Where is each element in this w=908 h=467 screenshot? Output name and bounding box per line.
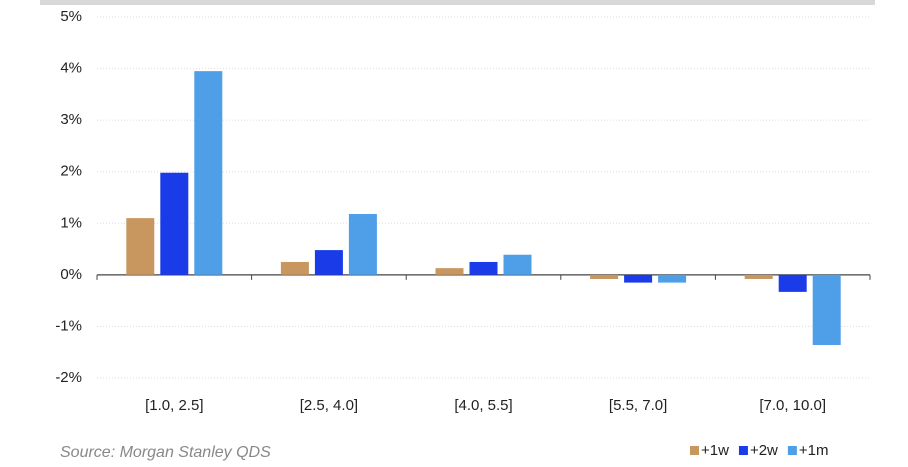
- x-tick-label: [1.0, 2.5]: [145, 397, 203, 414]
- y-tick-label: -2%: [55, 369, 82, 386]
- legend-swatch: [738, 446, 748, 455]
- bar: [590, 274, 619, 279]
- bar: [744, 274, 773, 279]
- bar: [160, 172, 189, 275]
- y-tick-label: 0%: [60, 266, 82, 283]
- y-tick-label: -1%: [55, 317, 82, 334]
- bar: [658, 274, 687, 283]
- bar: [194, 71, 223, 275]
- x-tick-label: [5.5, 7.0]: [609, 397, 667, 414]
- legend-label: +1w: [701, 442, 729, 459]
- legend-label: +1m: [799, 442, 829, 459]
- bar: [126, 218, 155, 275]
- y-tick-label: 2%: [60, 163, 82, 180]
- top-strip: [40, 0, 875, 5]
- source-note: Source: Morgan Stanley QDS: [60, 444, 271, 461]
- bar: [280, 261, 309, 275]
- legend-label: +2w: [750, 442, 778, 459]
- y-tick-label: 3%: [60, 111, 82, 128]
- bar: [435, 268, 464, 275]
- bar: [314, 250, 343, 275]
- legend-swatch: [690, 446, 699, 455]
- x-tick-label: [2.5, 4.0]: [300, 397, 358, 414]
- x-tick-label: [4.0, 5.5]: [454, 397, 512, 414]
- bar: [503, 254, 532, 275]
- y-tick-label: 1%: [60, 214, 82, 231]
- legend-swatch: [787, 446, 797, 455]
- bar: [348, 214, 377, 275]
- bar: [778, 274, 807, 292]
- x-tick-label: [7.0, 10.0]: [759, 397, 826, 414]
- y-tick-label: 5%: [60, 8, 82, 25]
- bar: [812, 274, 841, 345]
- y-tick-label: 4%: [60, 60, 82, 77]
- bar: [469, 261, 498, 275]
- bar: [624, 274, 653, 283]
